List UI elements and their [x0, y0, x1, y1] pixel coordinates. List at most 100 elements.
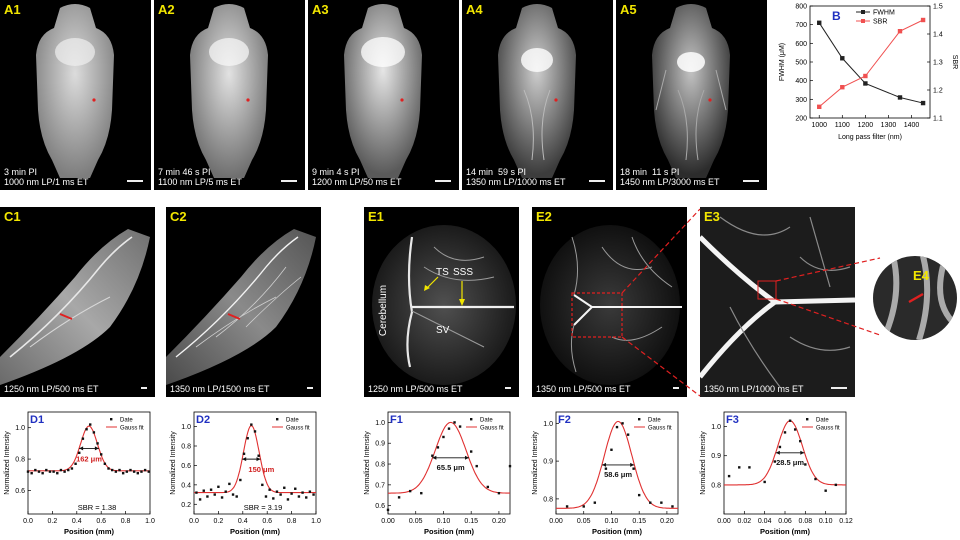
data-point — [45, 468, 48, 472]
chart-B-fwhm-sbr: 1000 1100 1200 1300 1400 200 300 400 500 600 700 80… — [779, 4, 958, 142]
x-tick-label: 0.06 — [778, 518, 792, 525]
image-panel-A4: A4 14 min 59 s PI 1350 nm LP/1000 ms ET — [462, 0, 613, 190]
data-point — [129, 468, 132, 472]
legend-label-fit: Gauss fit — [480, 426, 504, 432]
data-point — [649, 501, 652, 504]
panel-label: C2 — [170, 209, 187, 224]
x-axis-label: Position (mm) — [424, 527, 475, 536]
series-point-fwhm — [840, 56, 845, 61]
data-point — [305, 496, 308, 499]
data-point — [312, 493, 315, 496]
data-point — [213, 493, 216, 496]
data-point — [297, 495, 301, 498]
fwhm-arrowhead-left — [432, 455, 437, 460]
data-point — [497, 491, 501, 495]
data-point — [100, 453, 103, 456]
image-panel-A1: A1 3 min PI 1000 nm LP/1 ms ET — [0, 0, 151, 190]
mouse-body-image — [36, 4, 114, 178]
data-point — [224, 490, 227, 493]
data-point — [279, 493, 282, 496]
image-caption: 3 min PI 1000 nm LP/1 ms ET — [4, 167, 89, 187]
data-point — [290, 492, 293, 495]
panel-label: E1 — [368, 209, 384, 224]
data-point — [436, 446, 440, 449]
y-tick-label: 200 — [795, 116, 807, 123]
y-tick-label: 0.8 — [375, 462, 385, 469]
data-point — [475, 464, 478, 468]
chart-F2-profile: 0.00 0.05 0.10 0.15 0.20 0.8 0.9 1.0 Position (m… — [532, 411, 679, 536]
x-tick-label: 0.2 — [48, 518, 58, 525]
y-axis-label: Normalized Intensity — [364, 431, 371, 495]
x-tick-label: 0.00 — [717, 518, 731, 525]
image-caption: 1350 nm LP/1000 ms ET — [704, 384, 804, 394]
y2-tick-label: 1.5 — [933, 4, 943, 11]
data-point — [48, 470, 52, 473]
x-axis-label: Long pass filter (nm) — [838, 134, 902, 141]
data-point — [458, 425, 462, 428]
legend-label-date: Date — [480, 418, 493, 424]
x-tick-label: 0.05 — [409, 518, 423, 525]
mouse-body-image — [498, 4, 576, 178]
legend-label-date: Date — [816, 418, 829, 424]
data-point — [793, 428, 797, 431]
data-point — [286, 498, 290, 501]
y-axis-label: Normalized Intensity — [700, 431, 707, 495]
data-point — [671, 505, 674, 508]
plot-frame — [555, 411, 679, 515]
y-tick-label: 0.6 — [375, 503, 385, 510]
series-point-sbr — [897, 29, 903, 34]
data-point — [814, 477, 817, 481]
data-point — [118, 468, 121, 472]
fwhm-label: 58.6 μm — [604, 470, 632, 479]
y-tick-label: 0.9 — [375, 441, 385, 448]
scale-bar — [673, 387, 679, 389]
panel-label: F3 — [726, 414, 739, 426]
data-point — [272, 497, 275, 500]
data-point — [220, 496, 224, 499]
y-tick-label: 0.8 — [543, 496, 553, 503]
fwhm-arrowhead-left — [602, 462, 607, 467]
x-tick-label: 1300 — [881, 122, 897, 129]
y-tick-label: 0.4 — [181, 482, 191, 489]
image-panel-E4: E4 — [873, 256, 957, 340]
legend-marker-date — [806, 418, 809, 421]
data-point — [788, 419, 792, 422]
data-point — [231, 493, 235, 496]
scale-bar — [831, 387, 847, 389]
x-tick-label: 1.0 — [311, 518, 321, 525]
data-point — [107, 467, 110, 470]
panel-label: E2 — [536, 209, 552, 224]
data-point — [386, 508, 390, 512]
data-point — [308, 490, 312, 493]
sss-label: SSS — [453, 267, 474, 278]
data-point — [63, 470, 66, 473]
data-point — [59, 468, 63, 472]
panel-label: A4 — [466, 2, 483, 17]
chart-F1-profile: 0.00 0.05 0.10 0.15 0.20 0.6 0.7 0.8 0.9 1.0 Posit… — [364, 411, 512, 536]
data-point — [748, 466, 751, 469]
data-point — [92, 431, 96, 434]
series-point-sbr — [920, 17, 926, 23]
y-axis-label: Normalized Intensity — [532, 431, 539, 495]
scale-bar — [589, 180, 605, 182]
data-point — [582, 505, 585, 508]
legend-label-fit: Gauss fit — [120, 426, 144, 432]
data-point — [74, 462, 77, 465]
y-axis-label: Normalized Intensity — [170, 431, 177, 495]
data-point — [442, 435, 445, 439]
y-axis-label: FWHM (μM) — [779, 43, 786, 81]
image-panel-A3: A3 9 min 4 s PI 1200 nm LP/50 ms ET — [308, 0, 459, 190]
y-tick-label: 600 — [795, 41, 807, 48]
image-caption: 9 min 4 s PI 1200 nm LP/50 ms ET — [312, 167, 402, 187]
data-point — [834, 483, 838, 487]
x-tick-label: 0.10 — [819, 518, 833, 525]
panel-label: A2 — [158, 2, 175, 17]
x-tick-label: 1000 — [811, 122, 827, 129]
x-tick-label: 0.12 — [839, 518, 853, 525]
data-point — [250, 423, 253, 426]
mouse-body-image — [190, 4, 268, 178]
data-point — [626, 433, 630, 436]
panel-label: A5 — [620, 2, 637, 17]
plot-frame — [387, 411, 511, 515]
data-point — [195, 491, 198, 494]
